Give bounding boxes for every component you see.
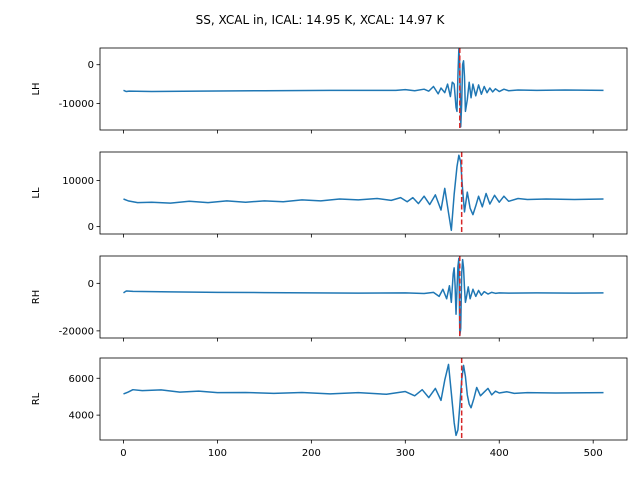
y-tick-label: -10000 [59, 99, 94, 110]
subplot-rh: 0 -20000 RH [31, 255, 628, 342]
x-tick-label: 400 [490, 448, 509, 459]
y-axis-label: RH [31, 290, 42, 304]
series-line [123, 154, 604, 232]
axes-frame [99, 151, 628, 235]
y-tick-label: 4000 [69, 411, 94, 422]
y-tick-label: 0 [88, 222, 94, 233]
x-tick-label: 200 [302, 448, 321, 459]
subplot-ll: 10000 0 LL [31, 151, 628, 238]
y-axis-label: RL [31, 392, 42, 405]
axes-frame [99, 357, 628, 441]
y-tick-label: -20000 [59, 326, 94, 337]
series-line [123, 363, 604, 437]
x-tick-label: 500 [584, 448, 603, 459]
subplot-stack: 0 -10000 LH 10000 0 LL 0 -20000 RH 6000 4000 0 100 20… [31, 47, 628, 459]
y-tick-label: 10000 [62, 176, 94, 187]
x-tick-label: 300 [396, 448, 415, 459]
subplot-lh: 0 -10000 LH [31, 47, 628, 134]
axes-frame [99, 255, 628, 339]
y-axis-label: LH [31, 82, 42, 95]
subplot-rl: 6000 4000 0 100 200 300 400 500 RL [31, 357, 628, 459]
x-tick-label: 100 [208, 448, 227, 459]
axes-frame [99, 47, 628, 131]
y-tick-label: 0 [88, 279, 94, 290]
figure-title: SS, XCAL in, ICAL: 14.95 K, XCAL: 14.97 … [196, 13, 446, 27]
y-tick-label: 6000 [69, 374, 94, 385]
y-tick-label: 0 [88, 60, 94, 71]
x-tick-label: 0 [120, 448, 126, 459]
y-axis-label: LL [31, 187, 42, 199]
